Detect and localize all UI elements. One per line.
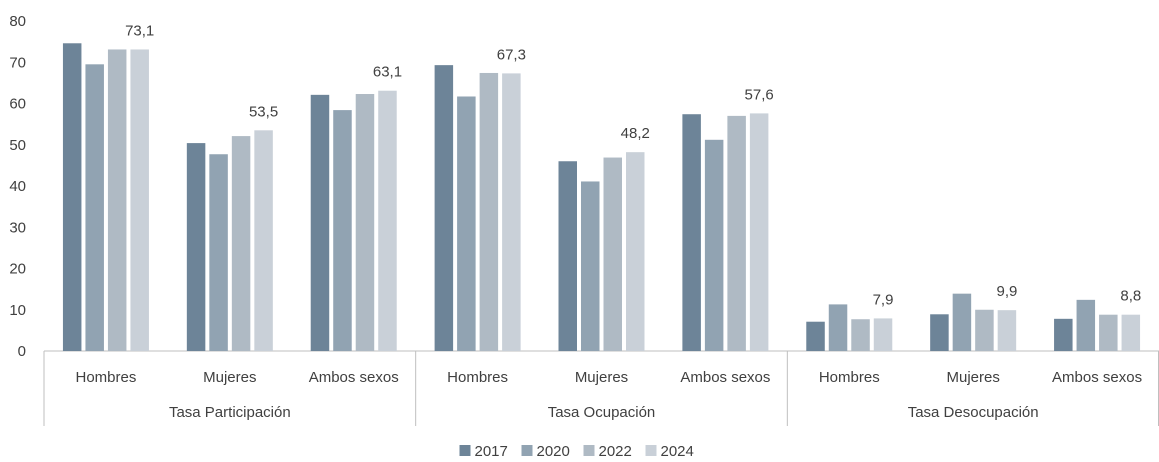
legend-swatch-2017: [459, 445, 471, 456]
bar-2024: [749, 113, 769, 352]
y-tick-label: 60: [9, 96, 26, 113]
group-label: Tasa Participación: [169, 404, 291, 421]
bar-2024: [378, 90, 397, 352]
data-label: 7,9: [873, 291, 894, 308]
category-label: Mujeres: [203, 369, 256, 386]
data-label: 9,9: [996, 283, 1017, 300]
data-label: 67,3: [497, 46, 526, 63]
bar-2017: [806, 321, 825, 351]
bar-2022: [479, 72, 499, 351]
data-label: 53,5: [249, 103, 278, 120]
bar-2017: [186, 143, 206, 351]
y-tick-label: 50: [9, 137, 26, 154]
legend-swatch-2022: [583, 445, 595, 456]
bar-2022: [107, 49, 127, 352]
bar-2022: [231, 136, 251, 351]
bar-2020: [581, 181, 600, 351]
category-label: Ambos sexos: [680, 369, 770, 386]
legend-label: 2022: [599, 443, 632, 460]
bar-2017: [310, 94, 330, 351]
bar-2017: [930, 314, 949, 351]
y-tick-label: 80: [9, 13, 26, 30]
data-label: 48,2: [621, 125, 650, 142]
bar-2020: [457, 96, 476, 352]
bar-2024: [130, 49, 149, 352]
bar-2024: [254, 130, 273, 351]
bar-2017: [558, 161, 577, 351]
category-label: Ambos sexos: [309, 369, 399, 386]
bar-2022: [727, 115, 746, 352]
y-tick-label: 0: [18, 343, 26, 360]
bar-2024: [873, 318, 893, 351]
bar-2024: [997, 310, 1017, 351]
bar-2020: [952, 293, 972, 351]
bar-2020: [85, 64, 104, 351]
y-tick-label: 30: [9, 219, 26, 236]
category-label: Hombres: [447, 369, 508, 386]
category-label: Hombres: [819, 369, 880, 386]
bar-2017: [62, 43, 82, 351]
category-label: Mujeres: [946, 369, 999, 386]
data-label: 73,1: [125, 22, 154, 39]
bar-2020: [209, 154, 228, 351]
bar-2024: [502, 73, 521, 351]
category-label: Hombres: [76, 369, 137, 386]
bar-2017: [682, 114, 701, 351]
bar-2022: [1099, 314, 1118, 351]
bar-2024: [626, 152, 645, 351]
bar-2020: [704, 139, 724, 351]
data-label: 57,6: [745, 86, 774, 103]
legend-swatch-2020: [521, 445, 533, 456]
group-label: Tasa Ocupación: [548, 404, 656, 421]
bar-2020: [333, 110, 352, 351]
legend-label: 2017: [475, 443, 508, 460]
bar-2017: [434, 65, 454, 351]
bar-2022: [975, 309, 994, 351]
bar-2022: [603, 157, 622, 351]
legend-swatch-2024: [645, 445, 657, 456]
y-tick-label: 10: [9, 302, 26, 319]
data-label: 63,1: [373, 64, 402, 81]
y-tick-label: 40: [9, 178, 26, 195]
group-label: Tasa Desocupación: [908, 404, 1039, 421]
bar-2020: [828, 304, 848, 351]
legend-label: 2020: [537, 443, 570, 460]
category-label: Ambos sexos: [1052, 369, 1142, 386]
bar-2024: [1121, 314, 1141, 351]
bar-2017: [1054, 318, 1073, 351]
y-tick-label: 20: [9, 261, 26, 278]
bar-2020: [1076, 299, 1096, 351]
category-label: Mujeres: [575, 369, 628, 386]
bar-2022: [851, 319, 870, 351]
data-label: 8,8: [1120, 288, 1141, 305]
bar-2022: [355, 94, 375, 351]
y-tick-label: 70: [9, 54, 26, 71]
legend-label: 2024: [661, 443, 694, 460]
